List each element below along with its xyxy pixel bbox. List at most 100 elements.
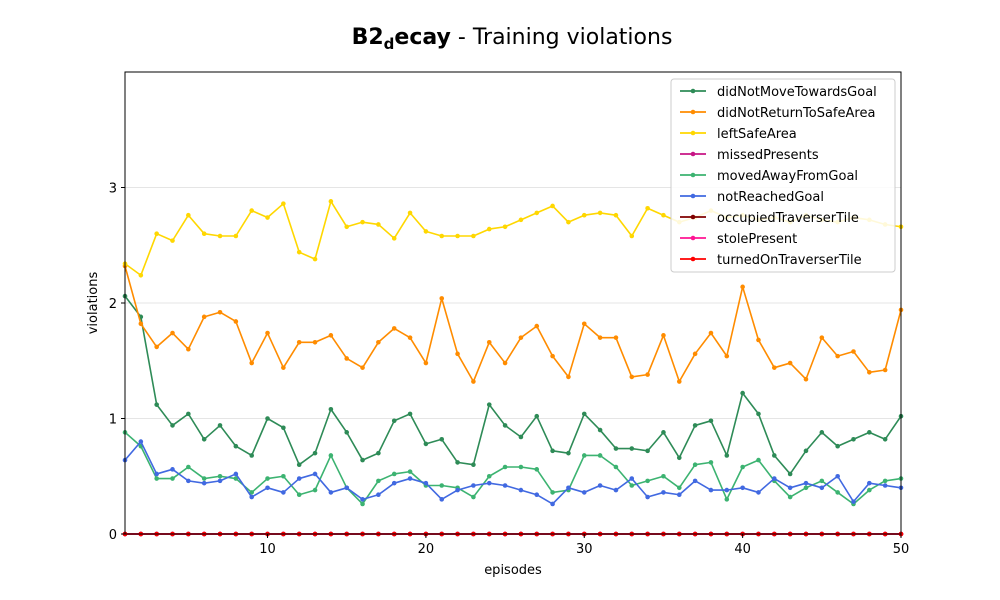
legend-box (670, 78, 896, 273)
data-point-notReachedGoal-25 (502, 483, 508, 488)
legend-item-missedPresents: missedPresents (680, 148, 819, 163)
x-tick-label-50: 50 (893, 542, 910, 557)
data-point-movedAwayFromGoal-23 (471, 494, 476, 500)
data-point-didNotReturnToSafeArea-16 (360, 365, 365, 370)
data-point-movedAwayFromGoal-21 (439, 483, 445, 488)
data-point-didNotMoveTowardsGoal-11 (281, 425, 286, 431)
data-point-leftSafeArea-6 (201, 231, 207, 236)
data-point-didNotReturnToSafeArea-21 (439, 296, 445, 301)
data-point-leftSafeArea-10 (265, 215, 270, 220)
data-point-notReachedGoal-48 (867, 480, 872, 486)
legend-label-movedAwayFromGoal: movedAwayFromGoal (717, 169, 858, 184)
data-point-leftSafeArea-2 (138, 272, 144, 278)
data-point-movedAwayFromGoal-8 (233, 476, 239, 481)
data-point-notReachedGoal-41 (756, 490, 761, 495)
legend: didNotMoveTowardsGoal didNotReturnToSafeA… (670, 78, 896, 273)
data-point-didNotMoveTowardsGoal-38 (708, 418, 714, 424)
data-point-didNotReturnToSafeArea-33 (629, 374, 635, 380)
data-point-leftSafeArea-8 (233, 233, 239, 239)
data-point-didNotMoveTowardsGoal-21 (439, 436, 445, 442)
data-point-movedAwayFromGoal-45 (819, 478, 825, 484)
data-point-movedAwayFromGoal-40 (740, 464, 745, 470)
data-point-leftSafeArea-17 (376, 222, 381, 227)
data-point-notReachedGoal-28 (550, 501, 555, 507)
data-point-didNotMoveTowardsGoal-37 (692, 423, 698, 428)
data-point-notReachedGoal-39 (724, 487, 730, 493)
y-tick-label-3: 3 (109, 182, 117, 197)
legend-marker-leftSafeArea (690, 130, 696, 136)
data-point-didNotMoveTowardsGoal-6 (201, 436, 207, 442)
data-point-movedAwayFromGoal-32 (613, 464, 619, 470)
data-point-didNotReturnToSafeArea-38 (708, 330, 714, 336)
series-line-didNotMoveTowardsGoal (124, 295, 902, 475)
data-point-didNotMoveTowardsGoal-23 (471, 462, 476, 468)
data-point-didNotMoveTowardsGoal-33 (629, 446, 635, 451)
data-point-movedAwayFromGoal-28 (550, 490, 555, 495)
legend-item-notReachedGoal: notReachedGoal (680, 190, 824, 205)
data-point-notReachedGoal-2 (138, 439, 144, 444)
data-point-notReachedGoal-19 (407, 476, 413, 481)
data-point-notReachedGoal-12 (296, 476, 302, 481)
chart-title-subscript: d (384, 35, 395, 53)
data-point-didNotReturnToSafeArea-37 (692, 351, 698, 357)
legend-label-leftSafeArea: leftSafeArea (717, 127, 797, 142)
data-point-didNotMoveTowardsGoal-40 (740, 390, 745, 396)
data-point-didNotReturnToSafeArea-30 (581, 321, 587, 327)
data-point-didNotMoveTowardsGoal-29 (566, 450, 571, 456)
data-point-movedAwayFromGoal-35 (661, 473, 666, 479)
legend-item-stolePresent: stolePresent (680, 232, 797, 247)
series-didNotMoveTowardsGoal (122, 293, 904, 477)
data-point-movedAwayFromGoal-11 (281, 473, 286, 479)
data-point-didNotReturnToSafeArea-47 (851, 349, 856, 354)
data-point-notReachedGoal-3 (154, 471, 159, 477)
data-point-notReachedGoal-14 (328, 490, 334, 495)
data-point-notReachedGoal-4 (170, 467, 175, 472)
data-point-notReachedGoal-45 (819, 485, 825, 491)
data-point-didNotMoveTowardsGoal-14 (328, 406, 334, 412)
data-point-didNotMoveTowardsGoal-46 (835, 443, 840, 449)
data-point-didNotMoveTowardsGoal-39 (724, 453, 730, 458)
data-point-leftSafeArea-12 (296, 249, 302, 255)
data-point-movedAwayFromGoal-16 (360, 501, 365, 507)
data-point-movedAwayFromGoal-34 (645, 478, 650, 484)
data-point-didNotMoveTowardsGoal-15 (344, 430, 350, 435)
data-point-movedAwayFromGoal-27 (534, 467, 540, 472)
legend-marker-stolePresent (690, 235, 696, 241)
data-point-notReachedGoal-40 (740, 485, 745, 491)
data-point-didNotReturnToSafeArea-22 (455, 351, 460, 357)
legend-item-leftSafeArea: leftSafeArea (680, 127, 797, 142)
data-point-didNotReturnToSafeArea-4 (170, 330, 175, 336)
data-point-didNotMoveTowardsGoal-3 (154, 402, 159, 407)
data-point-didNotMoveTowardsGoal-4 (170, 423, 175, 428)
data-point-leftSafeArea-3 (154, 231, 159, 236)
legend-label-notReachedGoal: notReachedGoal (717, 190, 824, 205)
data-point-notReachedGoal-43 (787, 485, 793, 491)
chart-title-bold-suffix: ecay (394, 25, 450, 50)
data-point-didNotMoveTowardsGoal-36 (676, 455, 682, 461)
chart-title-bold-part: B2 (352, 25, 384, 50)
legend-label-occupiedTraverserTile: occupiedTraverserTile (717, 211, 859, 226)
data-point-leftSafeArea-4 (170, 238, 175, 243)
data-point-notReachedGoal-36 (676, 492, 682, 498)
data-point-notReachedGoal-37 (692, 478, 698, 484)
data-point-didNotReturnToSafeArea-36 (676, 379, 682, 384)
data-point-leftSafeArea-20 (423, 229, 429, 234)
data-point-didNotMoveTowardsGoal-24 (486, 402, 492, 407)
data-point-notReachedGoal-24 (486, 480, 492, 486)
y-tick-label-1: 1 (109, 413, 117, 428)
data-point-leftSafeArea-21 (439, 233, 445, 239)
data-point-leftSafeArea-34 (645, 205, 650, 211)
data-point-didNotMoveTowardsGoal-7 (217, 423, 223, 428)
data-point-didNotMoveTowardsGoal-26 (518, 434, 524, 440)
legend-marker-didNotMoveTowardsGoal (690, 88, 696, 94)
data-point-movedAwayFromGoal-6 (201, 476, 207, 481)
legend-items: didNotMoveTowardsGoal didNotReturnToSafeA… (680, 85, 877, 268)
data-point-didNotReturnToSafeArea-43 (787, 360, 793, 366)
data-point-didNotReturnToSafeArea-3 (154, 344, 159, 350)
chart-title: B2decay - Training violations (352, 25, 673, 53)
legend-marker-occupiedTraverserTile (690, 214, 696, 220)
data-point-movedAwayFromGoal-10 (265, 476, 270, 481)
data-point-didNotReturnToSafeArea-8 (233, 319, 239, 324)
data-point-didNotReturnToSafeArea-14 (328, 333, 334, 338)
data-point-notReachedGoal-22 (455, 487, 460, 493)
